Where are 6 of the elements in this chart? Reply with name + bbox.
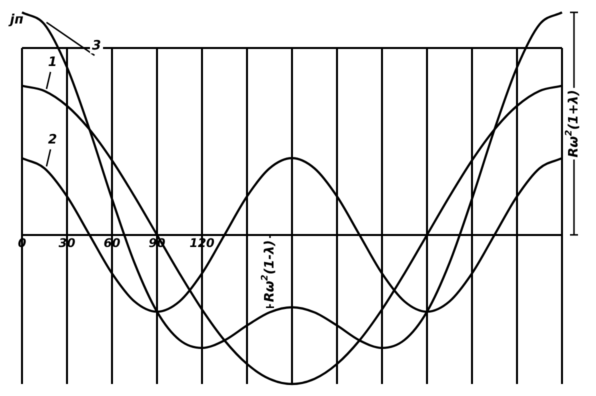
text: Rω2(1+λ) (564, 90, 582, 158)
text: 3 (92, 38, 102, 54)
y-axis-title: jп (8, 12, 24, 28)
series-label: 1 (48, 54, 58, 70)
series-label: 2 (48, 132, 58, 148)
annotation: Rω2(1-λ) (260, 240, 278, 302)
